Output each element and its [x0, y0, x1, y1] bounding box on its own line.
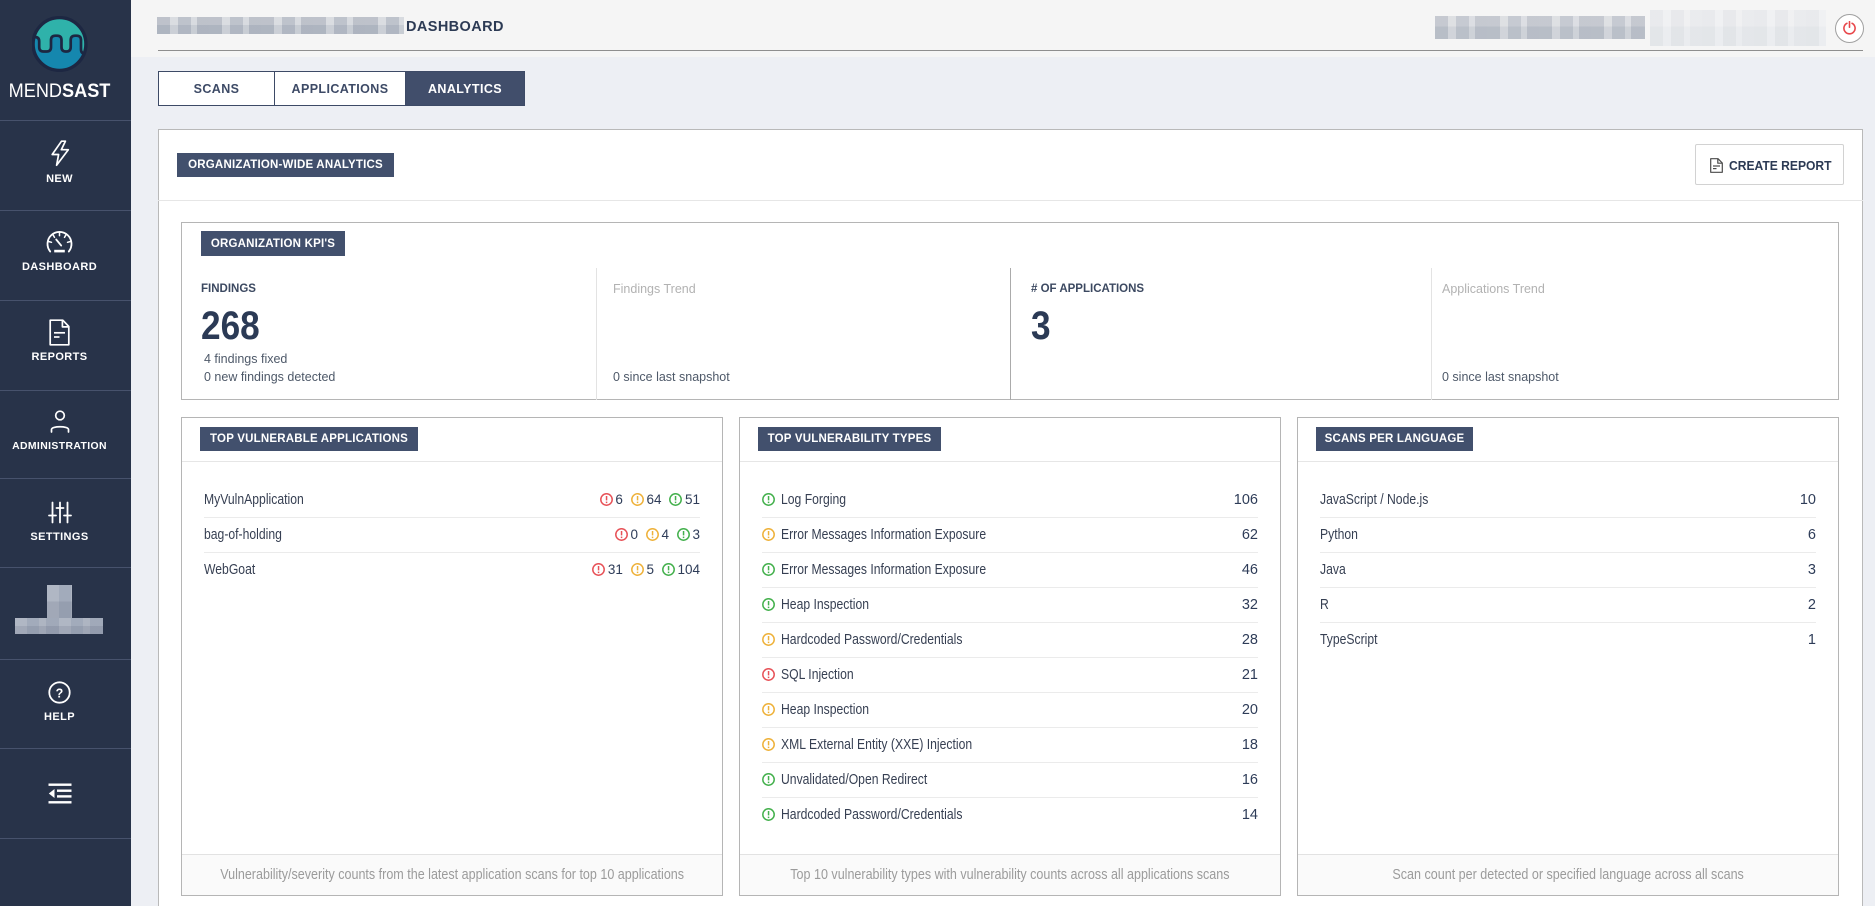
svg-text:?: ?	[56, 686, 64, 700]
